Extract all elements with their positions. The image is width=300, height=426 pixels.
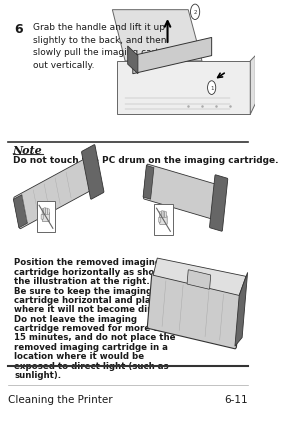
FancyBboxPatch shape bbox=[210, 176, 228, 232]
Text: where it will not become dirty.: where it will not become dirty. bbox=[14, 305, 164, 314]
Text: Cleaning the Printer: Cleaning the Printer bbox=[8, 394, 112, 404]
Text: Do not leave the imaging: Do not leave the imaging bbox=[14, 314, 137, 323]
Text: cartridge removed for more than: cartridge removed for more than bbox=[14, 323, 175, 332]
Text: cartridge horizontally as shows in: cartridge horizontally as shows in bbox=[14, 267, 180, 276]
Text: Be sure to keep the imaging: Be sure to keep the imaging bbox=[14, 286, 152, 295]
FancyBboxPatch shape bbox=[159, 218, 161, 223]
FancyBboxPatch shape bbox=[46, 209, 47, 215]
Text: location where it would be: location where it would be bbox=[14, 351, 144, 360]
Text: cartridge horizontal and place it: cartridge horizontal and place it bbox=[14, 295, 172, 304]
FancyBboxPatch shape bbox=[147, 273, 241, 349]
FancyBboxPatch shape bbox=[160, 216, 167, 225]
Text: Position the removed imaging: Position the removed imaging bbox=[14, 258, 161, 267]
Polygon shape bbox=[128, 47, 138, 75]
FancyBboxPatch shape bbox=[82, 145, 104, 200]
FancyBboxPatch shape bbox=[161, 211, 163, 218]
Text: Note: Note bbox=[13, 145, 43, 156]
Text: 6: 6 bbox=[14, 23, 23, 36]
FancyBboxPatch shape bbox=[37, 202, 55, 233]
FancyBboxPatch shape bbox=[154, 205, 172, 236]
Text: exposed to direct light (such as: exposed to direct light (such as bbox=[14, 361, 169, 370]
Polygon shape bbox=[133, 38, 212, 75]
Polygon shape bbox=[112, 11, 202, 62]
FancyBboxPatch shape bbox=[187, 270, 211, 290]
Text: the illustration at the right.: the illustration at the right. bbox=[14, 276, 150, 285]
Text: sunlight).: sunlight). bbox=[14, 370, 61, 379]
FancyBboxPatch shape bbox=[44, 208, 46, 215]
Text: 15 minutes, and do not place the: 15 minutes, and do not place the bbox=[14, 333, 175, 342]
FancyBboxPatch shape bbox=[14, 195, 27, 228]
Text: Do not touch the PC drum on the imaging cartridge.: Do not touch the PC drum on the imaging … bbox=[13, 155, 278, 164]
FancyBboxPatch shape bbox=[143, 165, 219, 220]
FancyBboxPatch shape bbox=[47, 209, 49, 215]
FancyBboxPatch shape bbox=[42, 209, 44, 215]
Text: removed imaging cartridge in a: removed imaging cartridge in a bbox=[14, 342, 168, 351]
Polygon shape bbox=[235, 273, 247, 346]
Text: 2: 2 bbox=[194, 10, 197, 15]
Polygon shape bbox=[153, 259, 246, 296]
Text: Grab the handle and lift it up
slightly to the back, and then
slowly pull the im: Grab the handle and lift it up slightly … bbox=[33, 23, 183, 70]
FancyBboxPatch shape bbox=[165, 212, 167, 218]
Polygon shape bbox=[250, 57, 255, 115]
FancyBboxPatch shape bbox=[42, 213, 50, 222]
Circle shape bbox=[208, 82, 216, 95]
FancyBboxPatch shape bbox=[41, 215, 43, 220]
FancyBboxPatch shape bbox=[163, 212, 165, 218]
Text: 6-11: 6-11 bbox=[224, 394, 248, 404]
Text: 1: 1 bbox=[210, 86, 213, 91]
FancyBboxPatch shape bbox=[143, 166, 154, 200]
Polygon shape bbox=[118, 62, 250, 115]
FancyBboxPatch shape bbox=[160, 212, 161, 218]
Circle shape bbox=[190, 5, 200, 20]
FancyBboxPatch shape bbox=[14, 158, 94, 229]
